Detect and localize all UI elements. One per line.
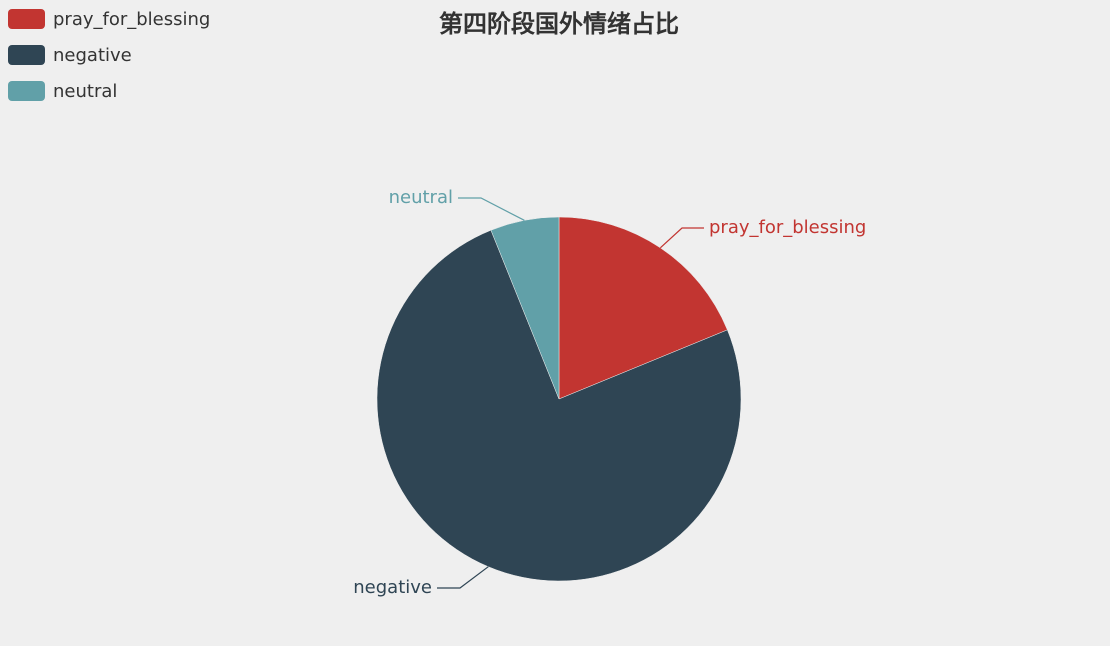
legend: pray_for_blessing negative neutral [8,8,210,116]
label-leader-line [659,227,704,249]
legend-item-negative[interactable]: negative [8,44,210,66]
slice-label-negative: negative [353,577,432,598]
legend-item-pray-for-blessing[interactable]: pray_for_blessing [8,8,210,30]
pie-slice-negative[interactable] [376,229,742,582]
legend-swatch [8,45,45,65]
slice-label-neutral: neutral [389,187,453,208]
slice-label-pray-for-blessing: pray_for_blessing [709,217,866,238]
legend-label: negative [53,44,132,66]
legend-swatch [8,9,45,29]
label-leader-line [458,197,525,221]
legend-item-neutral[interactable]: neutral [8,80,210,102]
legend-label: pray_for_blessing [53,8,211,30]
label-leader-line [437,566,489,589]
legend-label: neutral [53,80,118,102]
chart-title: 第四阶段国外情绪占比 [439,10,679,38]
legend-swatch [8,81,45,101]
pie-slice-pray-for-blessing[interactable] [558,216,728,400]
pie-slice-neutral[interactable] [490,216,560,400]
